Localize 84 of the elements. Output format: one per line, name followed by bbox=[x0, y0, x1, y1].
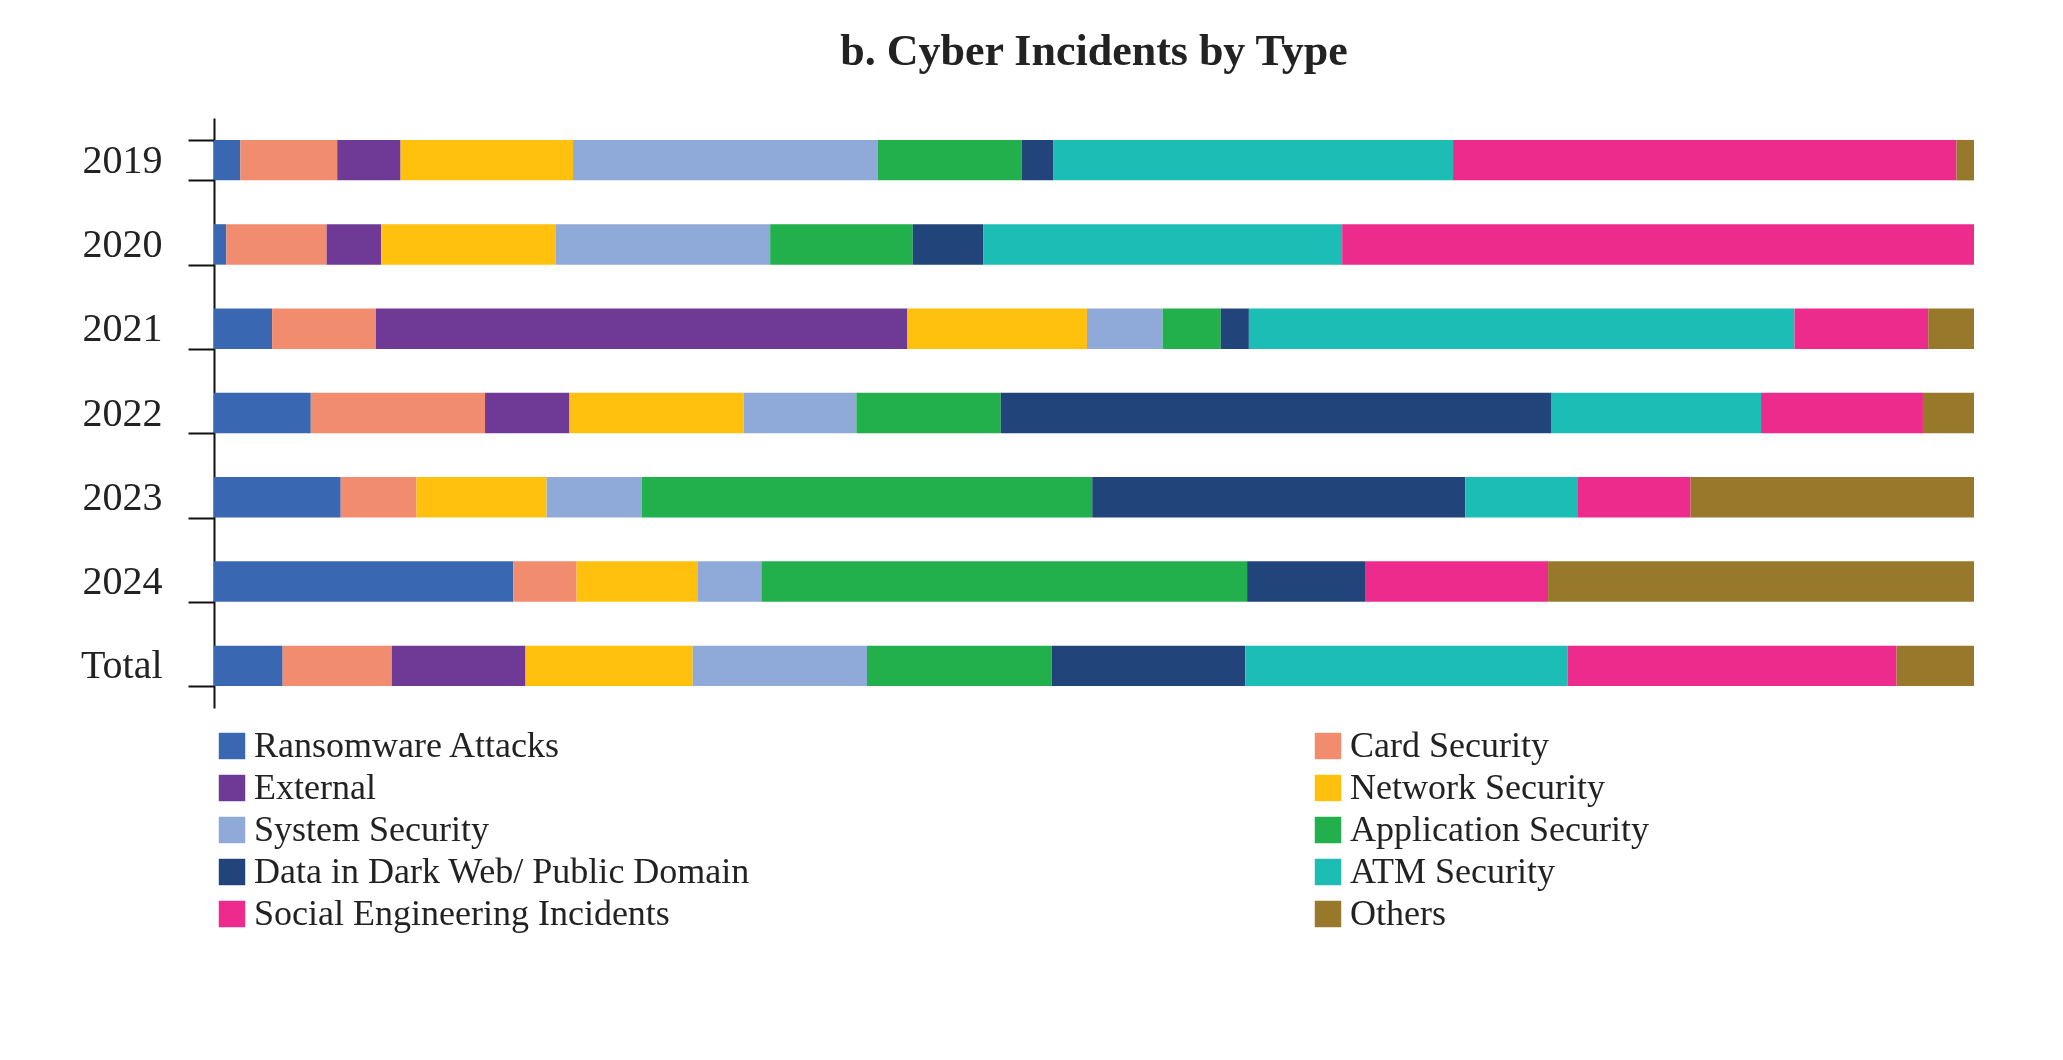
bar bbox=[1761, 392, 1923, 434]
legend-label: Others bbox=[1350, 893, 1446, 933]
bar bbox=[1000, 392, 1552, 434]
y-tick-label: 2020 bbox=[82, 220, 163, 266]
bar bbox=[375, 308, 908, 349]
legend-label: External bbox=[254, 767, 376, 807]
bar bbox=[546, 477, 642, 518]
bar bbox=[513, 561, 577, 602]
bar bbox=[1928, 308, 1974, 349]
bar bbox=[576, 561, 698, 602]
y-tick-label: 2021 bbox=[82, 305, 163, 351]
bar bbox=[1551, 392, 1762, 434]
bar bbox=[485, 392, 570, 434]
bar bbox=[877, 139, 1022, 181]
chart-title: b. Cyber Incidents by Type bbox=[840, 26, 1348, 75]
bar bbox=[1086, 308, 1163, 349]
bar bbox=[1922, 392, 1974, 434]
bar bbox=[555, 224, 771, 265]
bar bbox=[282, 645, 392, 687]
legend-label: ATM Security bbox=[1350, 851, 1555, 891]
legend-label: Application Security bbox=[1350, 809, 1649, 849]
bar bbox=[866, 645, 1052, 687]
bar bbox=[1548, 561, 1974, 602]
bar bbox=[340, 477, 417, 518]
bar bbox=[326, 224, 382, 265]
bar bbox=[214, 561, 514, 602]
bar bbox=[1092, 477, 1466, 518]
y-tick-label: 2024 bbox=[82, 558, 163, 604]
y-tick-label: 2023 bbox=[82, 473, 163, 519]
bar bbox=[1051, 645, 1246, 687]
bar bbox=[1220, 308, 1249, 349]
bar bbox=[1578, 477, 1691, 518]
bar bbox=[214, 477, 341, 518]
bar bbox=[310, 392, 486, 434]
bar bbox=[856, 392, 1001, 434]
legend-label: System Security bbox=[254, 809, 489, 849]
bar bbox=[1465, 477, 1578, 518]
bar bbox=[912, 224, 984, 265]
bar bbox=[214, 224, 227, 265]
bar bbox=[391, 645, 526, 687]
bar bbox=[1956, 139, 1974, 181]
bar bbox=[907, 308, 1087, 349]
legend-label: Network Security bbox=[1350, 767, 1605, 807]
legend-label: Data in Dark Web/ Public Domain bbox=[254, 851, 750, 891]
bar bbox=[743, 392, 857, 434]
bar bbox=[1794, 308, 1929, 349]
bar bbox=[1248, 308, 1795, 349]
bar bbox=[400, 139, 574, 181]
bar bbox=[1567, 645, 1897, 687]
bar bbox=[1690, 477, 1974, 518]
bar bbox=[1021, 139, 1054, 181]
legend-label: Ransomware Attacks bbox=[254, 725, 559, 765]
bar bbox=[1365, 561, 1549, 602]
bar bbox=[1896, 645, 1974, 687]
legend-label: Card Security bbox=[1350, 725, 1549, 765]
bar bbox=[770, 224, 913, 265]
bar bbox=[416, 477, 547, 518]
bar bbox=[272, 308, 376, 349]
bar bbox=[1245, 645, 1568, 687]
bar bbox=[240, 139, 338, 181]
y-tick-label: 2019 bbox=[82, 136, 163, 182]
bar bbox=[337, 139, 401, 181]
bar bbox=[214, 308, 273, 349]
bar bbox=[214, 645, 283, 687]
bar bbox=[1053, 139, 1454, 181]
bar bbox=[1247, 561, 1366, 602]
bar bbox=[1453, 139, 1957, 181]
bar bbox=[1162, 308, 1221, 349]
bar bbox=[641, 477, 1093, 518]
bar bbox=[525, 645, 693, 687]
bar bbox=[226, 224, 327, 265]
bar bbox=[1342, 224, 1974, 265]
bar bbox=[692, 645, 867, 687]
y-tick-label: Total bbox=[80, 642, 163, 688]
legend-label: Social Engineering Incidents bbox=[254, 893, 670, 933]
bar bbox=[698, 561, 762, 602]
bar bbox=[761, 561, 1248, 602]
bar bbox=[983, 224, 1343, 265]
bar bbox=[569, 392, 744, 434]
bar bbox=[573, 139, 878, 181]
bar bbox=[381, 224, 556, 265]
y-tick-label: 2022 bbox=[82, 389, 163, 435]
bar bbox=[214, 139, 241, 181]
bar bbox=[214, 392, 311, 434]
